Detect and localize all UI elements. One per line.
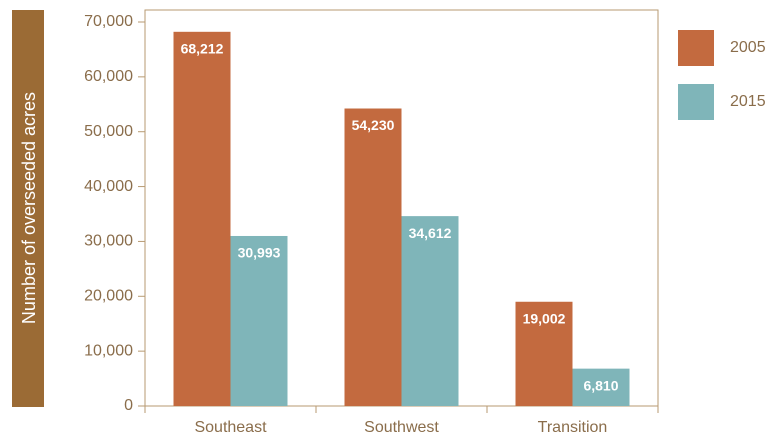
legend-swatch xyxy=(678,84,714,120)
y-tick-label: 70,000 xyxy=(84,13,133,30)
y-tick-label: 10,000 xyxy=(84,342,133,359)
bar xyxy=(230,235,288,406)
bar xyxy=(401,216,459,406)
x-tick-label: Southeast xyxy=(194,419,267,436)
legend-label: 2005 xyxy=(730,39,766,56)
bar xyxy=(173,31,231,406)
legend-swatch xyxy=(678,30,714,66)
value-label: 30,993 xyxy=(238,245,281,261)
y-tick-label: 40,000 xyxy=(84,178,133,195)
value-label: 54,230 xyxy=(352,117,395,133)
x-tick-label: Transition xyxy=(538,419,608,436)
y-tick-label: 30,000 xyxy=(84,233,133,250)
y-tick-label: 0 xyxy=(124,397,133,414)
x-tick-label: Southwest xyxy=(364,419,439,436)
value-label: 68,212 xyxy=(181,41,224,57)
y-label-box xyxy=(12,10,44,407)
value-label: 6,810 xyxy=(583,377,618,393)
y-tick-label: 50,000 xyxy=(84,123,133,140)
bar xyxy=(572,368,630,406)
bar xyxy=(344,108,402,407)
legend-label: 2015 xyxy=(730,93,766,110)
y-tick-label: 20,000 xyxy=(84,288,133,305)
value-label: 19,002 xyxy=(523,310,566,326)
y-axis-label: Number of overseeded acres xyxy=(19,92,39,324)
value-label: 34,612 xyxy=(409,225,452,241)
y-tick-label: 60,000 xyxy=(84,68,133,85)
bar xyxy=(515,301,573,406)
